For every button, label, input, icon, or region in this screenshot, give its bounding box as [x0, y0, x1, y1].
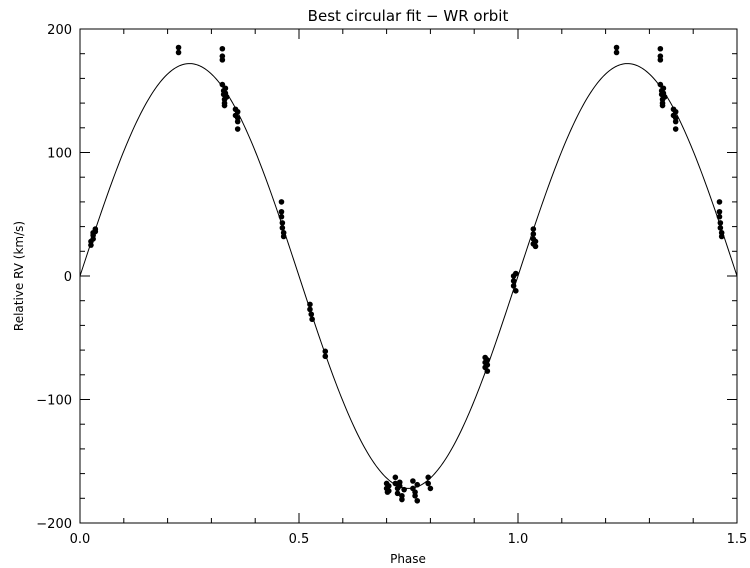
data-point	[92, 226, 99, 232]
data-point	[513, 288, 519, 294]
data-point	[223, 94, 230, 100]
data-point	[657, 57, 664, 63]
data-point	[532, 238, 539, 245]
data-point	[322, 348, 329, 355]
data-point	[716, 213, 723, 220]
data-point	[425, 474, 432, 481]
data-point	[308, 311, 315, 318]
data-point	[718, 233, 725, 240]
x-tick-label: 0.0	[70, 532, 91, 547]
data-point	[385, 483, 392, 489]
data-point	[510, 278, 517, 284]
data-point	[307, 306, 313, 313]
plot-area-frame	[79, 28, 738, 524]
y-tick-label: −200	[36, 517, 72, 532]
data-point	[394, 490, 401, 497]
data-point	[484, 368, 491, 374]
data-point	[234, 126, 241, 132]
data-point	[410, 478, 416, 484]
data-point	[672, 126, 679, 132]
data-point	[672, 118, 679, 125]
data-point	[412, 493, 418, 499]
y-tick-label: 200	[47, 23, 72, 38]
data-point	[219, 45, 226, 52]
data-point	[532, 243, 539, 250]
data-point	[278, 213, 285, 220]
chart-title: Best circular fit − WR orbit	[308, 7, 509, 25]
x-tick-label: 1.0	[508, 532, 529, 547]
data-point	[278, 208, 285, 215]
data-point	[716, 199, 723, 205]
x-axis-title: Phase	[390, 552, 426, 566]
data-point	[322, 353, 329, 360]
data-point	[414, 481, 421, 488]
data-point	[399, 496, 405, 503]
data-point	[279, 220, 286, 226]
data-point	[414, 497, 421, 504]
data-point	[510, 283, 517, 289]
y-axis-title: Relative RV (km/s)	[12, 221, 26, 331]
data-point	[657, 81, 664, 88]
data-point	[657, 45, 664, 52]
data-point	[392, 480, 399, 487]
data-point	[530, 226, 537, 232]
data-point	[717, 225, 724, 231]
data-point	[425, 480, 432, 487]
data-points	[88, 44, 725, 504]
data-point	[427, 485, 434, 492]
data-point	[672, 108, 679, 115]
x-tick-label: 1.5	[727, 532, 748, 547]
data-point	[613, 44, 620, 51]
data-point	[175, 44, 182, 51]
data-point	[175, 49, 182, 56]
x-axis-ticks: 0.0 0.5 1.0 1.5	[70, 29, 748, 547]
x-tick-label: 0.5	[289, 532, 310, 547]
data-point	[484, 357, 491, 363]
data-point	[222, 85, 229, 92]
data-point	[717, 220, 724, 226]
data-point	[279, 225, 286, 231]
data-point	[219, 57, 226, 63]
data-point	[716, 208, 723, 215]
data-point	[385, 488, 392, 494]
fit-curve	[79, 63, 738, 489]
data-point	[661, 94, 668, 100]
data-point	[613, 49, 620, 56]
data-point	[280, 233, 287, 240]
data-point	[307, 301, 313, 308]
data-point	[221, 102, 228, 109]
data-point	[309, 316, 315, 323]
data-point	[234, 118, 241, 125]
data-point	[530, 231, 537, 237]
data-point	[660, 85, 667, 92]
data-point	[396, 483, 403, 489]
data-point	[219, 81, 226, 88]
data-point	[513, 270, 519, 277]
data-point	[278, 199, 285, 205]
y-tick-label: 100	[47, 147, 72, 162]
data-point	[484, 362, 491, 368]
data-point	[234, 108, 241, 115]
y-tick-label: −100	[36, 394, 72, 409]
data-point	[401, 486, 407, 493]
data-point	[659, 102, 666, 109]
y-axis-ticks: −200 −100 0 100 200	[36, 23, 737, 532]
data-point	[392, 474, 399, 481]
y-tick-label: 0	[64, 270, 72, 285]
